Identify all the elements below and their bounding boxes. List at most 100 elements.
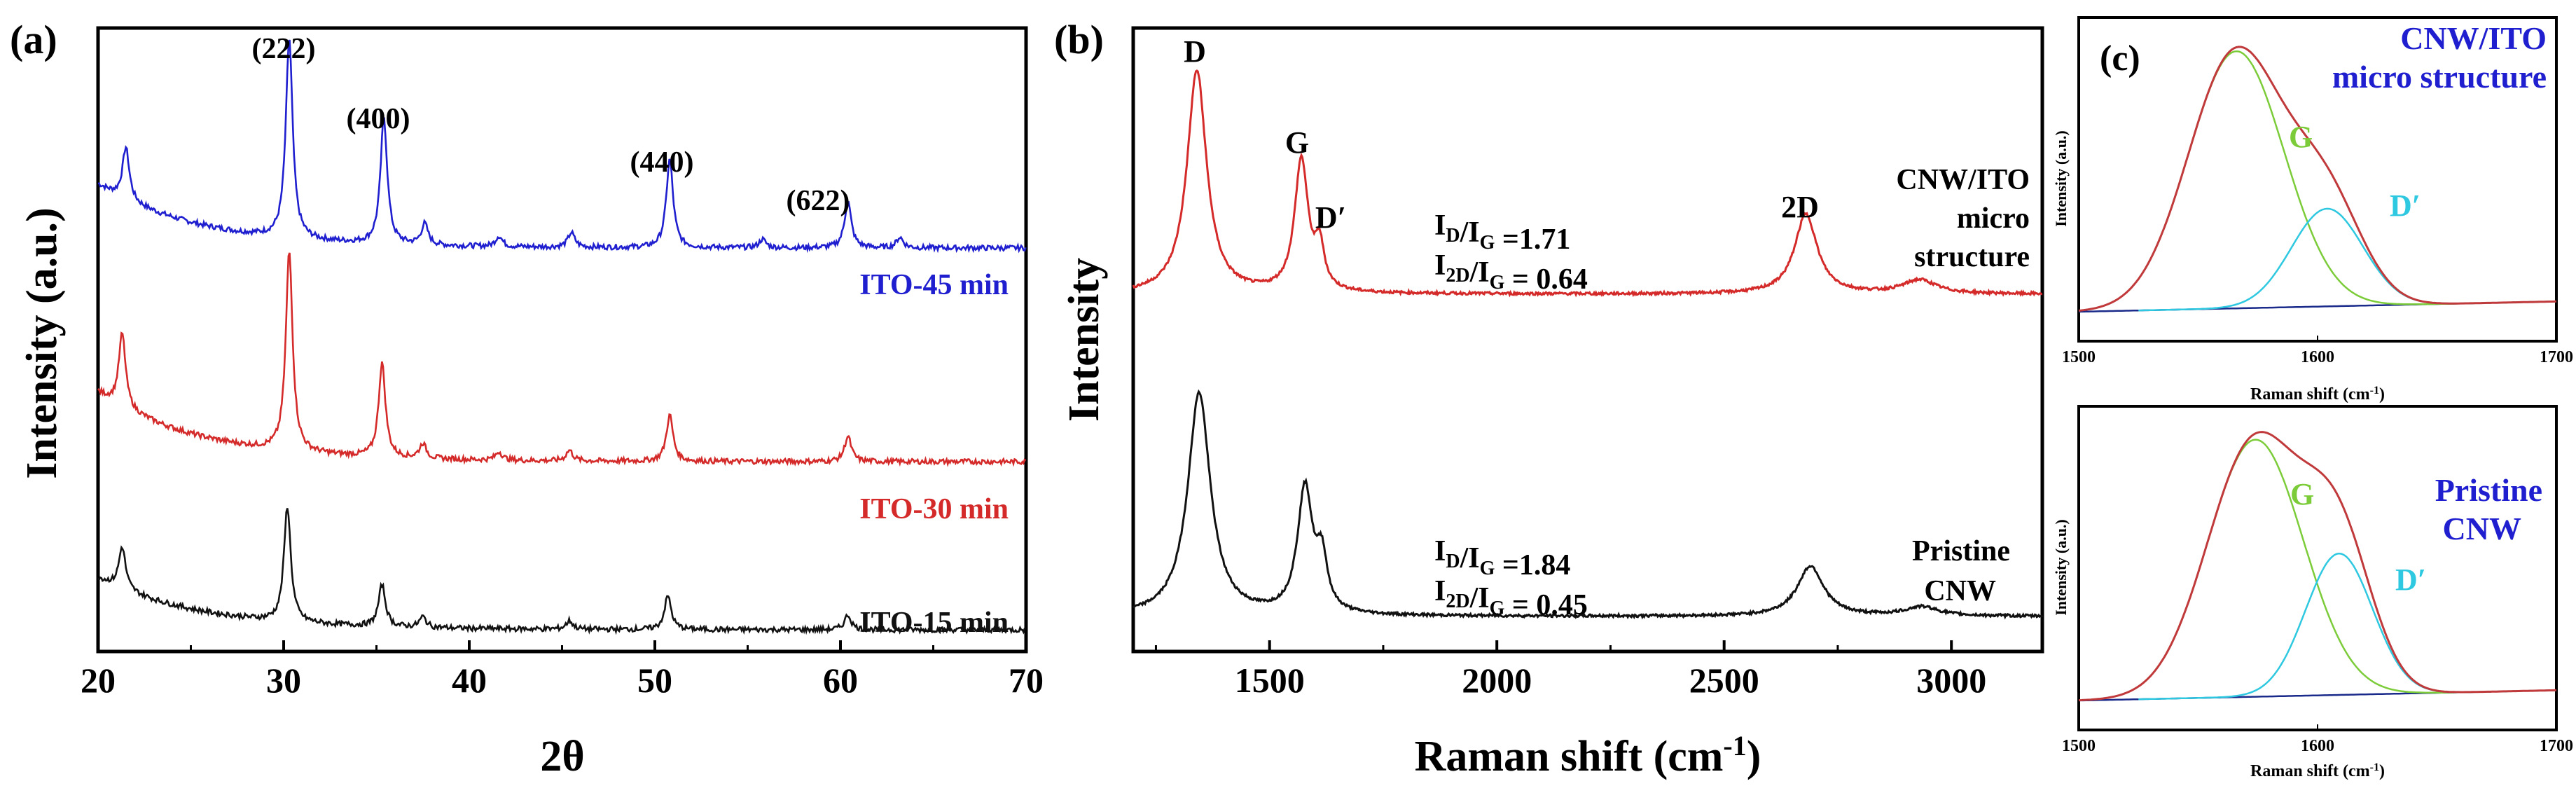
ratio-top-I2D-IG: I2D/IG = 0.64 (1434, 249, 1588, 296)
panel-c-bottom-fit-label-G: G (2290, 477, 2314, 511)
panel-a-series-ITO-30-min (97, 252, 1027, 467)
ratio-text-part: I (1434, 575, 1446, 607)
panel-c-bottom-xtick-label-1500: 1500 (2062, 737, 2096, 755)
panel-c-top-fit-lines (2078, 46, 2557, 313)
ratio-bottom-ID-IG: ID/IG =1.84 (1434, 535, 1570, 581)
panel-b-series-CNW-ITO-micro-structure (1132, 69, 2043, 298)
sample-label-top-3: structure (1914, 241, 2030, 273)
panel-b-xtick-label-3000: 3000 (1916, 661, 1986, 700)
panel-c-top-title-1: CNW/ITO (2400, 20, 2547, 56)
panel-b-series-lines (1132, 69, 2044, 620)
sample-label-bottom-1: Pristine (1912, 535, 2010, 567)
ratio-text-part: /I (1460, 542, 1480, 574)
panel-a-series-ITO-45-min (97, 39, 1027, 254)
panel-c-bottom-title-1: Pristine (2435, 472, 2542, 508)
ratio-subscript: G (1480, 232, 1495, 254)
panel-a-xtick-label-50: 50 (637, 661, 672, 700)
panel-c-top-xlabel-sup: -1 (2370, 385, 2379, 397)
sample-label-top-2: micro (1957, 202, 2030, 235)
panel-b-ylabel: Intensity (1060, 258, 1108, 422)
panel-b: (b) 1500 2000 2500 3000 Intensity Raman shi… (1054, 17, 2044, 781)
panel-c-bottom-fit-Dprime (2138, 552, 2557, 701)
panel-a-axes-frame (96, 26, 1028, 654)
panel-c-top-title-2: micro structure (2332, 59, 2547, 95)
panel-a-series-ITO-15-min (97, 508, 1026, 635)
peak-label-Dprime: D′ (1315, 200, 1346, 235)
peak-label-D: D (1184, 34, 1206, 69)
panel-c-top-envelope (2078, 46, 2557, 312)
panel-c-bottom-xlabel-sup: -1 (2370, 761, 2379, 773)
ratio-text-part: = 0.64 (1504, 263, 1587, 296)
panel-c-top-xlabel: Raman shift (cm-1) (2250, 385, 2385, 404)
panel-a-ylabel: Intensity (a.u.) (18, 207, 66, 479)
series-label-ito45: ITO-45 min (859, 269, 1009, 301)
panel-a-xtick-label-20: 20 (81, 661, 116, 700)
ratio-text-part: =1.84 (1495, 549, 1570, 581)
peak-label-622: (622) (787, 185, 850, 217)
ratio-top-I2D-IG-text: I2D/IG = 0.64 (1434, 249, 1588, 296)
panel-c-bottom-fit-label-Dprime: D′ (2395, 563, 2426, 597)
panel-c-bottom-fit-lines (2078, 431, 2557, 702)
ratio-subscript: D (1446, 551, 1460, 572)
panel-b-axes-frame (1131, 26, 2044, 654)
panel-b-xlabel: Raman shift (cm-1) (1415, 730, 1761, 781)
panel-b-x-ticks: 1500 2000 2500 3000 (1154, 640, 1986, 700)
panel-b-xtick-label-2000: 2000 (1462, 661, 1532, 700)
ratio-text-part: I (1434, 535, 1446, 567)
ratio-top-ID-IG: ID/IG =1.71 (1434, 209, 1570, 256)
peak-label-440: (440) (630, 146, 694, 179)
ratio-subscript: G (1490, 598, 1505, 619)
sample-label-top-1: CNW/ITO (1896, 164, 2030, 196)
ratio-bottom-I2D-IG: I2D/IG = 0.45 (1434, 575, 1588, 621)
panel-c-bottom-x-ticks: 1500 1600 1700 (2062, 724, 2573, 755)
panel-c-bottom-axes-frame (2077, 405, 2558, 731)
sample-label-bottom-2: CNW (1924, 575, 1996, 607)
ratio-subscript: G (1480, 558, 1495, 579)
panel-b-xtick-label-2500: 2500 (1689, 661, 1759, 700)
series-label-ito30: ITO-30 min (859, 493, 1009, 525)
peak-label-G: G (1285, 125, 1309, 160)
ratio-text-part: /I (1469, 256, 1490, 289)
panel-b-xlabel-end: ) (1747, 733, 1761, 780)
panel-c-bottom-ylabel: Intensity (a.u.) (2052, 519, 2070, 616)
panel-b-xlabel-main: Raman shift (cm (1415, 733, 1724, 780)
panel-a: (a) 20 30 40 50 60 70 Intensity (a.u.) 2θ (22… (10, 17, 1044, 780)
panel-c-bottom-xtick-label-1600: 1600 (2301, 737, 2334, 755)
panel-c-bottom-title-2: CNW (2443, 511, 2521, 546)
ratio-bottom-I2D-IG-text: I2D/IG = 0.45 (1434, 575, 1588, 621)
ratio-subscript: 2D (1446, 591, 1469, 612)
panel-c-bottom-xlabel: Raman shift (cm-1) (2250, 761, 2385, 781)
peak-label-2D: 2D (1781, 190, 1819, 224)
ratio-bottom-ID-IG-text: ID/IG =1.84 (1434, 535, 1570, 581)
panel-c-top-xlabel-main: Raman shift (cm (2250, 385, 2370, 404)
ratio-text-part: /I (1469, 582, 1490, 614)
panel-c-top-xtick-label-1600: 1600 (2301, 348, 2334, 366)
ratio-subscript: 2D (1446, 265, 1469, 287)
ratio-top-ID-IG-text: ID/IG =1.71 (1434, 209, 1570, 256)
panel-c-bottom-xlabel-main: Raman shift (cm (2250, 762, 2370, 780)
ratio-subscript: D (1446, 225, 1460, 247)
panel-a-x-ticks: 20 30 40 50 60 70 (81, 640, 1044, 700)
panel-c-top-fit-Dprime (2138, 207, 2557, 312)
ratio-text-part: I (1434, 209, 1446, 242)
panel-b-series-Pristine-CNW (1132, 389, 2044, 620)
ratio-text-part: I (1434, 249, 1446, 282)
panel-b-label: (b) (1054, 17, 1104, 62)
series-label-ito15: ITO-15 min (859, 607, 1009, 639)
panel-c: (c) 1500 1600 1700 Intensity (a.u.) Raman … (2052, 16, 2573, 781)
panel-b-xtick-label-1500: 1500 (1235, 661, 1305, 700)
panel-c-bottom-xlabel-end: ) (2379, 762, 2385, 780)
panel-c-top-xtick-label-1700: 1700 (2540, 348, 2573, 366)
peak-label-400: (400) (347, 103, 410, 135)
panel-a-xtick-label-30: 30 (266, 661, 301, 700)
panel-c-top-xlabel-end: ) (2379, 385, 2385, 404)
panel-a-series-lines (97, 39, 1027, 635)
panel-c-top-fit-label-G: G (2289, 120, 2313, 154)
panel-a-xtick-label-60: 60 (823, 661, 858, 700)
panel-c-top-ylabel: Intensity (a.u.) (2052, 130, 2070, 227)
panel-a-xtick-label-70: 70 (1009, 661, 1044, 700)
panel-c-top-x-ticks: 1500 1600 1700 (2062, 336, 2573, 366)
panel-c-top-xtick-label-1500: 1500 (2062, 348, 2096, 366)
ratio-text-part: =1.71 (1495, 223, 1570, 256)
